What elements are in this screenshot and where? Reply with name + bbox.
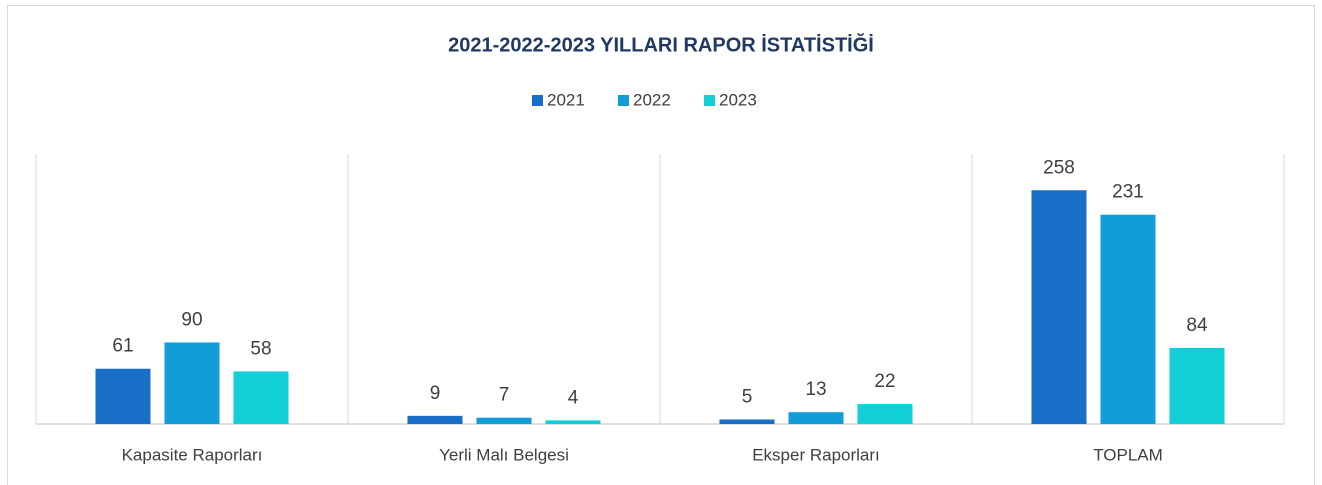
x-tick-label: TOPLAM: [1093, 445, 1163, 464]
data-label: 58: [250, 338, 271, 359]
x-tick-label: Kapasite Raporları: [122, 445, 263, 464]
bar: [719, 419, 775, 424]
data-label: 61: [112, 336, 133, 357]
bar: [407, 415, 463, 424]
data-label: 90: [181, 309, 202, 330]
bar: [545, 420, 601, 424]
x-tick-label: Yerli Malı Belgesi: [439, 445, 569, 464]
data-label: 84: [1186, 315, 1208, 336]
chart-title: 2021-2022-2023 YILLARI RAPOR İSTATİSTİĞİ: [448, 32, 874, 56]
bar: [1031, 190, 1087, 424]
chart-frame: [7, 5, 1315, 485]
legend-label: 2022: [633, 90, 671, 109]
legend-label: 2023: [719, 90, 757, 109]
bar: [476, 417, 532, 424]
legend-swatch: [704, 95, 715, 106]
data-label: 7: [499, 385, 510, 406]
legend-swatch: [532, 95, 543, 106]
bar: [788, 412, 844, 424]
bar: [95, 368, 151, 424]
data-label: 5: [742, 386, 753, 407]
data-label: 258: [1043, 157, 1075, 178]
data-label: 22: [874, 371, 895, 392]
data-label: 231: [1112, 182, 1144, 203]
data-label: 13: [805, 379, 826, 400]
data-label: 9: [430, 383, 441, 404]
x-tick-label: Eksper Raporları: [752, 445, 880, 464]
bar: [233, 371, 289, 424]
data-label: 4: [568, 387, 579, 408]
bar: [164, 342, 220, 424]
legend-label: 2021: [547, 90, 585, 109]
bar: [1169, 347, 1225, 424]
bar: [1100, 214, 1156, 424]
bar: [857, 404, 913, 424]
legend-swatch: [618, 95, 629, 106]
